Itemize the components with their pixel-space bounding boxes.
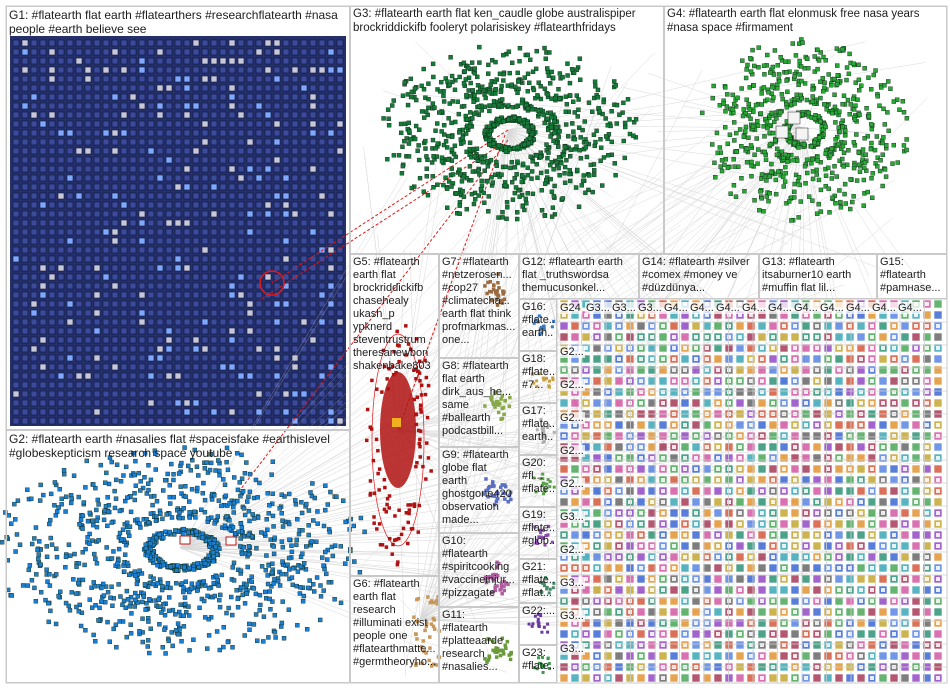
small-group-label: G2...	[559, 379, 585, 391]
g2-nodes	[0, 445, 367, 656]
g3-nodes	[381, 44, 639, 222]
group-g6: G6: #flatearth earth flat research #illu…	[350, 576, 439, 683]
group-g12-label: G12: #flatearth earth flat _truthswordsa…	[522, 256, 623, 294]
group-g16: G16: #flate... earth...	[519, 299, 557, 351]
group-g20: G20: #fl... #flate...	[519, 455, 557, 507]
cluster-small-3	[532, 472, 556, 496]
group-g19-label: G19: #flate... #glob...	[522, 509, 554, 547]
group-g3-label: G3: #flatearth earth flat ken_caudle glo…	[353, 8, 636, 34]
cluster-g11-nodes	[483, 636, 513, 664]
cluster-small-5	[539, 576, 556, 595]
group-g6-label: G6: #flatearth earth flat research #illu…	[353, 578, 436, 668]
group-g14-label: G14: #flatearth #silver #comex #money ve…	[642, 256, 750, 294]
group-g8-label: G8: #flatearth flat earth dirk_aus_he...…	[442, 360, 512, 437]
small-group-label: G4...	[793, 302, 819, 314]
small-group-label: G4...	[767, 302, 793, 314]
small-group-label: G3...	[559, 643, 585, 655]
group-g10: G10: #flatearth #spiritcooking #vaccinei…	[439, 533, 519, 607]
group-g18: G18: #flate... #7...	[519, 351, 557, 403]
group-g7-label: G7: #flatearth #netzerosen... #cop27 #cl…	[442, 256, 516, 346]
group-g21-label: G21: #flate... #flat...	[522, 561, 554, 599]
group-g18-label: G18: #flate... #7...	[522, 353, 554, 391]
group-g23-label: G23: #flate...	[522, 647, 554, 672]
group-g5: G5: #flatearth earth flat brockriddickif…	[350, 254, 439, 576]
g1-nodes	[10, 36, 346, 426]
small-group-label: G2...	[559, 412, 585, 424]
group-g5-label: G5: #flatearth earth flat brockriddickif…	[353, 256, 431, 372]
group-g14: G14: #flatearth #silver #comex #money ve…	[639, 254, 759, 299]
cluster-small-7	[533, 655, 552, 674]
group-g13: G13: #flatearth itsaburner10 earth #muff…	[759, 254, 877, 299]
small-group-label: G4...	[845, 302, 871, 314]
group-g15: G15: #flatearth #pamнase...	[877, 254, 947, 299]
cluster-small-6	[527, 612, 550, 634]
group-g4: G4: #flatearth earth flat elonmusk free …	[664, 6, 947, 254]
small-group-label: G4...	[871, 302, 897, 314]
small-group-label: G4...	[741, 302, 767, 314]
small-group-label: G4...	[663, 302, 689, 314]
group-g13-label: G13: #flatearth itsaburner10 earth #muff…	[762, 256, 852, 294]
group-g20-label: G20: #fl... #flate...	[522, 457, 554, 495]
small-group-label: G4...	[689, 302, 715, 314]
cluster-g9-nodes	[481, 477, 513, 507]
small-group-label: G4...	[819, 302, 845, 314]
small-group-label: G3...	[585, 302, 611, 314]
small-group-label: G3...	[559, 511, 585, 523]
group-g10-label: G10: #flatearth #spiritcooking #vaccinei…	[442, 535, 515, 599]
small-group-label: G2...	[559, 445, 585, 457]
small-group-label: G3...	[559, 577, 585, 589]
group-g16-label: G16: #flate... earth...	[522, 301, 554, 339]
small-group-label: G3...	[611, 302, 637, 314]
group-g12: G12: #flatearth earth flat _truthswordsa…	[519, 254, 639, 299]
group-g7: G7: #flatearth #netzerosen... #cop27 #cl…	[439, 254, 519, 358]
small-group-label: G3...	[637, 302, 663, 314]
group-g22: G22:...	[519, 603, 557, 645]
small-groups-grid	[5, 5, 948, 684]
group-g2: G2: #flatearth earth #nasalies flat #spa…	[6, 430, 350, 683]
group-g17: G17: #flate... earth...	[519, 403, 557, 455]
cluster-g7-nodes	[483, 272, 507, 307]
small-group-label: G24	[559, 302, 582, 314]
cluster-small-1	[530, 372, 555, 389]
small-group-label: G3...	[559, 610, 585, 622]
group-g21: G21: #flate... #flat...	[519, 559, 557, 603]
group-g11-label: G11: #flatearth #platteaarde research #n…	[442, 609, 504, 673]
group-g19: G19: #flate... #glob...	[519, 507, 557, 559]
g4-nodes	[700, 37, 910, 223]
small-group-label: G4...	[715, 302, 741, 314]
group-g4-label: G4: #flatearth earth flat elonmusk free …	[667, 8, 920, 34]
small-groups-mosaic	[559, 299, 943, 683]
group-g8: G8: #flatearth flat earth dirk_aus_he...…	[439, 358, 519, 447]
cluster-small-0	[532, 314, 556, 336]
cluster-small-2	[535, 417, 556, 444]
group-g3: G3: #flatearth earth flat ken_caudle glo…	[350, 6, 664, 254]
cluster-small-4	[533, 524, 554, 547]
small-group-label: G2...	[559, 346, 585, 358]
g5-nodes	[365, 324, 433, 567]
small-group-label: G2...	[559, 544, 585, 556]
group-g11: G11: #flatearth #platteaarde research #n…	[439, 607, 519, 683]
group-g22-label: G22:...	[522, 605, 554, 617]
group-g23: G23: #flate...	[519, 645, 557, 683]
cluster-g8-nodes	[483, 390, 512, 421]
group-g9: G9: #flatearth globe flat earth ghostgon…	[439, 447, 519, 533]
small-group-label: G2...	[559, 478, 585, 490]
cluster-g10-nodes	[483, 560, 510, 596]
group-g15-label: G15: #flatearth #pamнase...	[880, 256, 941, 294]
small-group-label: G4...	[897, 302, 923, 314]
group-g9-label: G9: #flatearth globe flat earth ghostgon…	[442, 449, 512, 526]
group-g17-label: G17: #flate... earth...	[522, 405, 554, 443]
group-g1-label: G1: #flatearth flat earth #flatearthers …	[9, 8, 338, 37]
group-g2-label: G2: #flatearth earth #nasalies flat #spa…	[9, 432, 330, 461]
group-g1: G1: #flatearth flat earth #flatearthers …	[6, 6, 350, 430]
